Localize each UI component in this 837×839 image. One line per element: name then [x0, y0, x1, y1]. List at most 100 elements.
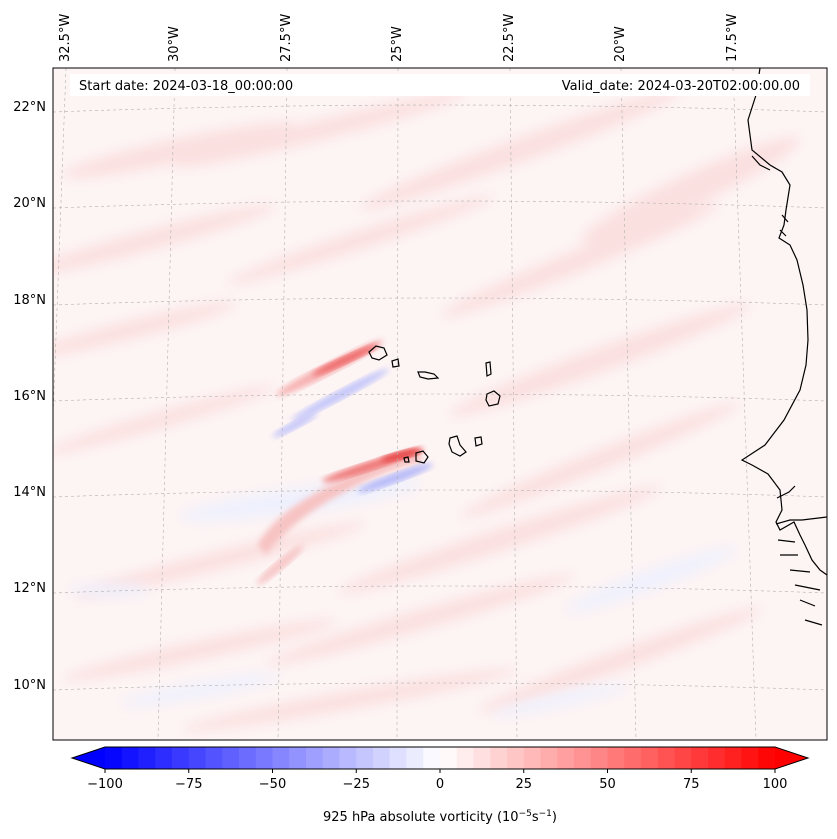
map-frame: [52, 67, 828, 741]
island-sal: [485, 361, 492, 377]
colorbar-max-extension: [775, 747, 808, 769]
colorbar-cell: [255, 747, 274, 769]
colorbar-title-close: ): [552, 810, 557, 825]
colorbar-tick-label: −75: [175, 777, 202, 792]
header-band: [70, 74, 810, 96]
colorbar-cell: [406, 747, 424, 769]
longitude-tick-labels: 32.5°W 30°W 27.5°W 25°W 22.5°W 20°W 17.5…: [58, 14, 740, 62]
parallel-line: [53, 200, 827, 209]
meridian-line: [157, 68, 176, 740]
colorbar-cell: [272, 747, 290, 769]
latitude-tick-labels: 22°N 20°N 18°N 16°N 14°N 12°N 10°N: [13, 100, 46, 693]
lat-tick-label: 20°N: [13, 196, 46, 211]
colorbar-cell: [674, 747, 692, 769]
colorbar-tick-label: 75: [683, 777, 700, 792]
parallel-line: [53, 682, 827, 691]
island-sao-nicolau: [417, 371, 440, 380]
colorbar-cell: [373, 747, 391, 769]
colorbar-title-main: 925 hPa absolute vorticity (10: [323, 810, 519, 825]
meridian-line: [620, 68, 637, 740]
colorbar-cell: [607, 747, 625, 769]
colorbar-cell: [423, 747, 441, 769]
colorbar-cells: [105, 747, 776, 769]
colorbar-cell: [507, 747, 525, 769]
africa-coastline: [740, 68, 827, 576]
colorbar-cell: [624, 747, 642, 769]
colorbar-cell: [306, 747, 324, 769]
gridlines: [53, 68, 827, 740]
lat-tick-label: 16°N: [13, 389, 46, 404]
valid-date-label: Valid_date: 2024-03-20T02:00:00.00: [562, 79, 800, 94]
lat-tick-label: 18°N: [13, 293, 46, 308]
island-fogo: [415, 450, 429, 464]
colorbar-tick-label: −50: [259, 777, 286, 792]
start-date-label: Start date: 2024-03-18_00:00:00: [79, 79, 293, 94]
colorbar-cell: [289, 747, 307, 769]
lon-tick-label: 22.5°W: [502, 14, 517, 62]
meridian-line: [732, 68, 757, 740]
colorbar-title-exp2: −1: [539, 809, 552, 819]
lon-tick-label: 30°W: [167, 26, 182, 62]
colorbar-tick-label: 100: [763, 777, 788, 792]
colorbar-cell: [356, 747, 374, 769]
colorbar-cell: [155, 747, 173, 769]
lon-tick-label: 20°W: [613, 26, 628, 62]
parallel-line: [53, 585, 827, 594]
colorbar-cell: [222, 747, 240, 769]
colorbar-title: 925 hPa absolute vorticity (10−5s−1): [323, 809, 557, 825]
lon-tick-label: 25°W: [390, 26, 405, 62]
colorbar-cell: [523, 747, 542, 769]
vorticity-field: [53, 68, 827, 740]
colorbar-cell: [440, 747, 458, 769]
colorbar-cell: [490, 747, 508, 769]
lon-tick-label: 32.5°W: [58, 14, 73, 62]
parallel-line: [53, 393, 827, 402]
colorbar-cell: [691, 747, 709, 769]
colorbar-cell: [456, 747, 475, 769]
lon-tick-label: 27.5°W: [279, 14, 294, 62]
faint-positive-streaks: [53, 90, 799, 731]
colorbar-cell: [389, 747, 408, 769]
map-panel: Start date: 2024-03-18_00:00:00 Valid_da…: [52, 67, 828, 741]
colorbar-cell: [172, 747, 190, 769]
colorbar: −100 −75 −50 −25 0 25 50 75 100 925 hPa absolute…: [70, 746, 810, 825]
colorbar-title-mid: s: [532, 810, 539, 825]
colorbar-title-exp1: −5: [519, 809, 532, 819]
colorbar-cell: [540, 747, 558, 769]
colorbar-cell: [322, 747, 341, 769]
lat-tick-label: 10°N: [13, 678, 46, 693]
island-brava: [403, 456, 410, 463]
colorbar-cell: [641, 747, 659, 769]
lat-tick-label: 14°N: [13, 485, 46, 500]
coastlines: [368, 68, 827, 626]
colorbar-tick-label: −25: [343, 777, 370, 792]
colorbar-cell: [574, 747, 592, 769]
colorbar-ticks: −100 −75 −50 −25 0 25 50 75 100: [87, 769, 787, 792]
colorbar-cell: [758, 747, 776, 769]
senegal-gambia-coast: [775, 485, 827, 626]
colorbar-cell: [590, 747, 609, 769]
southern-wake: [256, 448, 433, 585]
northern-wake: [272, 340, 389, 438]
island-maio: [474, 436, 483, 447]
colorbar-cell: [105, 747, 123, 769]
colorbar-tick-label: 50: [599, 777, 616, 792]
colorbar-tick-label: 25: [515, 777, 532, 792]
western-sahara-inlets: [751, 155, 789, 237]
meridian-line: [277, 68, 288, 740]
colorbar-cell: [473, 747, 491, 769]
colorbar-cell: [121, 747, 140, 769]
colorbar-cell: [708, 747, 726, 769]
parallel-line: [53, 104, 827, 113]
colorbar-cell: [138, 747, 156, 769]
colorbar-cell: [205, 747, 223, 769]
lat-tick-label: 22°N: [13, 100, 46, 115]
colorbar-tick-label: −100: [87, 777, 123, 792]
colorbar-cell: [339, 747, 357, 769]
meridian-line: [396, 68, 399, 740]
meridian-line: [509, 68, 518, 740]
island-santiago: [448, 435, 467, 457]
colorbar-cell: [239, 747, 257, 769]
lon-tick-label: 17.5°W: [725, 14, 740, 62]
